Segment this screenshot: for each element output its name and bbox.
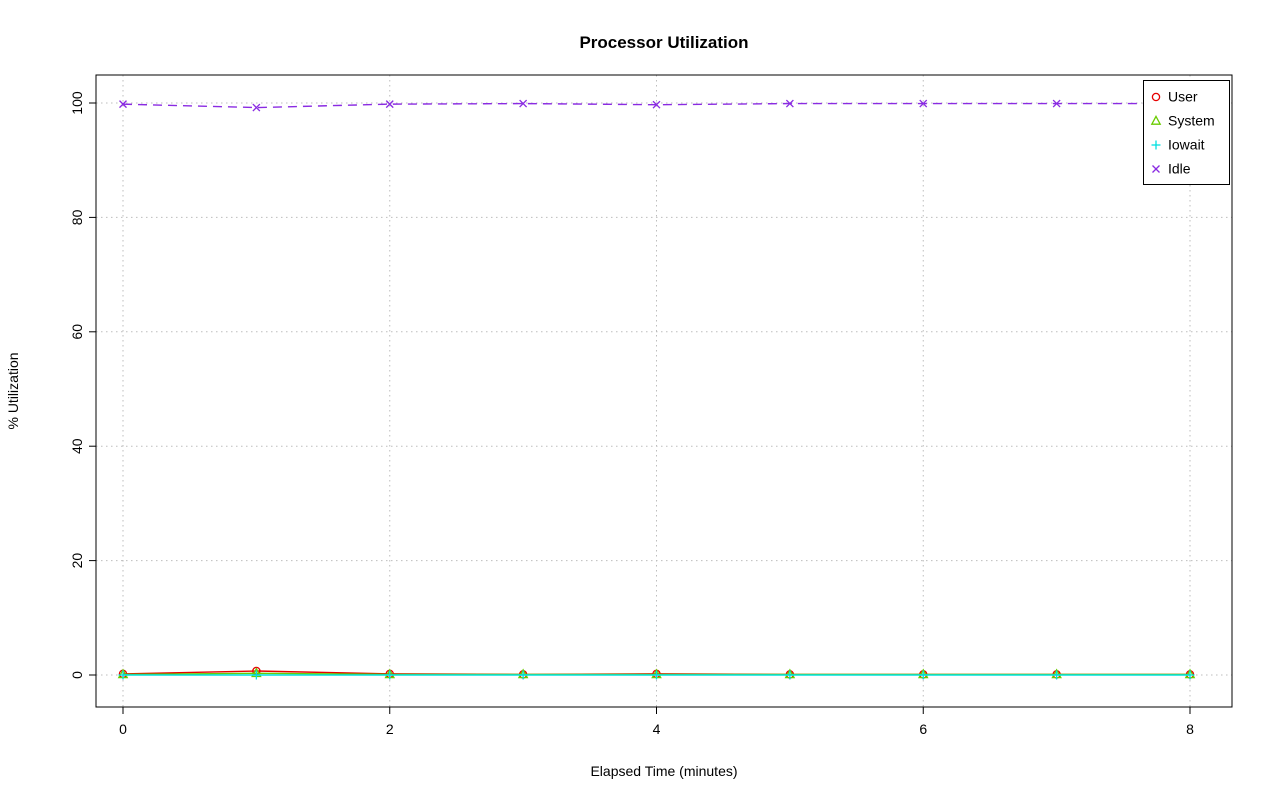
plot-border [95,74,1233,708]
x-marker-icon [652,100,661,109]
x-tick-label: 0 [119,721,127,737]
legend-label-idle: Idle [1168,161,1191,177]
series-idle [119,99,1194,112]
plus-marker-icon [518,670,528,680]
legend-label-iowait: Iowait [1168,137,1205,153]
y-axis-title: % Utilization [5,352,21,429]
circle-marker-icon [1151,92,1161,102]
legend-label-system: System [1168,113,1215,129]
y-tick-label: 40 [69,438,85,454]
plus-marker-icon [1185,670,1195,680]
plus-marker-icon [918,670,928,680]
legend-item-user: User [1151,89,1198,105]
y-axis: 0 20 40 60 80 100 [69,91,96,679]
y-tick-label: 80 [69,209,85,225]
plus-marker-icon [385,670,395,680]
x-marker-icon [252,103,261,112]
gridlines [96,75,1232,707]
plus-marker-icon [118,670,128,680]
plus-marker-icon [785,670,795,680]
x-marker-icon [1052,99,1061,108]
y-tick-label: 60 [69,324,85,340]
series-iowait [118,670,1195,680]
chart-title: Processor Utilization [579,33,748,52]
legend-item-iowait: Iowait [1151,137,1205,153]
x-marker-icon [119,100,127,109]
x-marker-icon [1152,165,1160,173]
y-tick-label: 20 [69,553,85,569]
legend-item-idle: Idle [1152,161,1191,177]
x-tick-label: 4 [653,721,661,737]
x-marker-icon [519,99,528,108]
legend-item-system: System [1150,113,1215,129]
x-axis-title: Elapsed Time (minutes) [590,763,737,779]
x-tick-label: 2 [386,721,394,737]
y-tick-label: 100 [69,91,85,115]
x-tick-label: 8 [1186,721,1194,737]
x-marker-icon [385,100,394,109]
x-axis: 0 2 4 6 8 [119,707,1194,737]
legend-label-user: User [1168,89,1198,105]
plus-marker-icon [251,670,261,680]
triangle-marker-icon [1150,115,1162,125]
plus-marker-icon [652,670,661,680]
plus-marker-icon [1151,140,1161,150]
plus-marker-icon [1052,670,1062,680]
x-marker-icon [919,99,928,108]
legend: User System Iowait Idle [1143,80,1230,185]
y-tick-label: 0 [69,671,85,679]
x-marker-icon [785,99,794,108]
x-tick-label: 6 [919,721,927,737]
